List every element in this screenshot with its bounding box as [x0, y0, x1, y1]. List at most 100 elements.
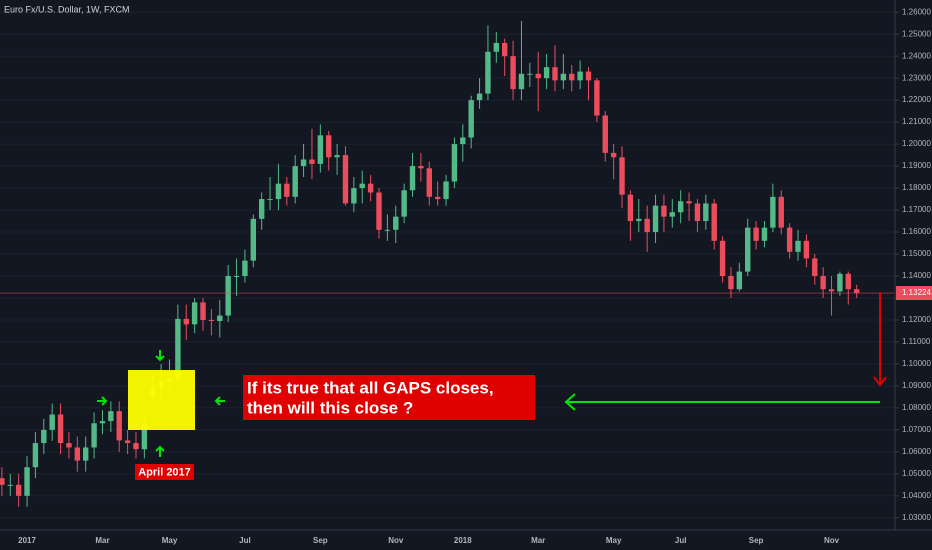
arrow	[155, 445, 165, 457]
candle-body	[661, 205, 667, 217]
candle-body	[719, 240, 726, 276]
y-tick-label: 1.05000	[902, 469, 931, 478]
candle-body	[686, 201, 692, 204]
y-tick-label: 1.19000	[902, 161, 931, 170]
candle-body	[468, 100, 474, 138]
x-tick-label: Jul	[239, 536, 251, 545]
x-tick-label: Mar	[95, 536, 109, 545]
candle-body	[351, 188, 357, 204]
candle-body	[485, 51, 491, 94]
candle-body	[217, 315, 223, 322]
candle-body	[326, 135, 332, 158]
candle-body	[560, 73, 567, 81]
candle-body	[535, 73, 541, 79]
price-tag-label: 1.13224	[902, 288, 931, 297]
candle-body	[778, 196, 784, 228]
candle-body	[619, 157, 625, 195]
candles	[0, 20, 895, 507]
candle-body	[636, 218, 642, 222]
candle-body	[418, 166, 424, 169]
x-tick-label: Nov	[824, 536, 840, 545]
candle-body	[309, 159, 315, 164]
candle-body	[292, 166, 298, 197]
candle-body	[518, 73, 525, 90]
x-tick-label: May	[162, 536, 178, 545]
pointer-arrows	[97, 350, 880, 457]
candle-body	[250, 218, 256, 261]
candle-body	[602, 115, 608, 153]
candle-body	[141, 424, 148, 450]
y-tick-label: 1.17000	[902, 205, 931, 214]
candle-body	[585, 71, 592, 81]
candle-body	[728, 275, 734, 290]
candle-body	[15, 484, 22, 496]
y-tick-label: 1.11000	[902, 337, 931, 346]
y-tick-label: 1.16000	[902, 227, 931, 236]
candle-body	[669, 212, 675, 217]
arrow	[155, 350, 165, 362]
candle-body	[99, 421, 106, 424]
annotation: If its true that all GAPS closes,	[247, 378, 494, 397]
candle-body	[502, 42, 508, 57]
y-tick-label: 1.24000	[902, 51, 931, 60]
y-tick-label: 1.20000	[902, 139, 931, 148]
candle-body	[703, 203, 709, 222]
long-arrow	[564, 393, 880, 411]
down-arrow	[873, 292, 887, 387]
x-tick-label: Sep	[749, 536, 764, 545]
candle-body	[845, 273, 851, 290]
candle-body	[49, 414, 55, 430]
candle-body	[552, 67, 558, 81]
annotation: then will this close ?	[247, 398, 413, 417]
y-tick-label: 1.08000	[902, 403, 931, 412]
y-tick-label: 1.26000	[902, 7, 931, 16]
candle-body	[133, 443, 139, 450]
candle-body	[677, 201, 684, 213]
candle-body	[24, 467, 30, 496]
candle-body	[569, 73, 575, 81]
y-tick-label: 1.25000	[902, 29, 931, 38]
candle-body	[627, 194, 634, 222]
x-tick-label: May	[606, 536, 622, 545]
candle-body	[317, 135, 324, 164]
x-tick-label: 2017	[18, 536, 36, 545]
candle-body	[233, 275, 240, 277]
candle-body	[644, 218, 650, 233]
candle-body	[0, 478, 5, 485]
candle-body	[401, 190, 407, 217]
arrow	[214, 396, 225, 406]
candle-body	[57, 414, 64, 444]
candle-body	[443, 181, 449, 200]
candle-body	[409, 166, 416, 191]
y-tick-label: 1.22000	[902, 95, 931, 104]
candle-body	[711, 203, 717, 241]
y-tick-label: 1.04000	[902, 491, 931, 500]
candle-body	[200, 302, 206, 320]
candle-body	[510, 56, 516, 90]
candle-body	[652, 205, 659, 233]
y-tick-label: 1.21000	[902, 117, 931, 126]
candle-body	[300, 159, 307, 167]
candle-body	[828, 289, 835, 292]
price-tag	[896, 286, 932, 301]
candle-body	[493, 42, 500, 52]
candle-body	[41, 429, 47, 444]
y-tick-label: 1.09000	[902, 381, 931, 390]
annotation: April 2017	[138, 466, 191, 478]
candle-body	[284, 183, 290, 197]
candle-body	[694, 203, 701, 222]
candle-body	[853, 289, 860, 294]
candle-body	[175, 318, 181, 379]
y-tick-label: 1.10000	[902, 359, 931, 368]
label-box	[135, 464, 194, 480]
candle-body	[384, 229, 391, 231]
candle-body	[225, 275, 231, 316]
candle-body	[334, 155, 340, 158]
arrow	[97, 396, 108, 406]
candle-body	[786, 227, 793, 252]
candle-body	[812, 258, 818, 276]
candle-body	[359, 183, 365, 189]
x-tick-label: Sep	[313, 536, 328, 545]
x-tick-label: Jul	[675, 536, 687, 545]
